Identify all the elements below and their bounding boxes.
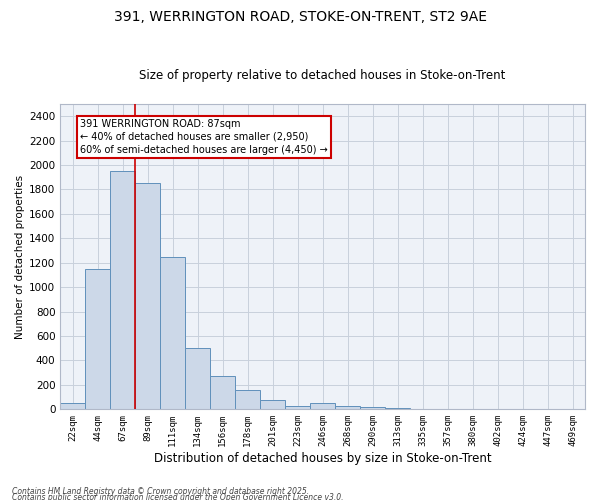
Bar (360, 407, 385, 410)
Bar (160, 256, 185, 410)
Bar (460, 408, 485, 410)
Bar (385, 408, 410, 410)
Bar (85, 269, 110, 410)
Bar (310, 403, 335, 409)
X-axis label: Distribution of detached houses by size in Stoke-on-Trent: Distribution of detached houses by size … (154, 452, 491, 465)
Bar (110, 171, 135, 410)
Bar (285, 406, 310, 409)
Bar (210, 376, 235, 410)
Bar (60, 403, 85, 409)
Bar (260, 400, 285, 409)
Bar (335, 406, 360, 409)
Text: 391 WERRINGTON ROAD: 87sqm
← 40% of detached houses are smaller (2,950)
60% of s: 391 WERRINGTON ROAD: 87sqm ← 40% of deta… (80, 118, 328, 155)
Y-axis label: Number of detached properties: Number of detached properties (15, 174, 25, 338)
Text: Contains public sector information licensed under the Open Government Licence v3: Contains public sector information licen… (12, 492, 343, 500)
Title: Size of property relative to detached houses in Stoke-on-Trent: Size of property relative to detached ho… (139, 69, 506, 82)
Bar (185, 348, 210, 410)
Bar (235, 390, 260, 409)
Text: 391, WERRINGTON ROAD, STOKE-ON-TRENT, ST2 9AE: 391, WERRINGTON ROAD, STOKE-ON-TRENT, ST… (113, 10, 487, 24)
Bar (135, 184, 160, 410)
Text: Contains HM Land Registry data © Crown copyright and database right 2025.: Contains HM Land Registry data © Crown c… (12, 486, 309, 496)
Bar (410, 408, 435, 410)
Bar (435, 408, 460, 410)
